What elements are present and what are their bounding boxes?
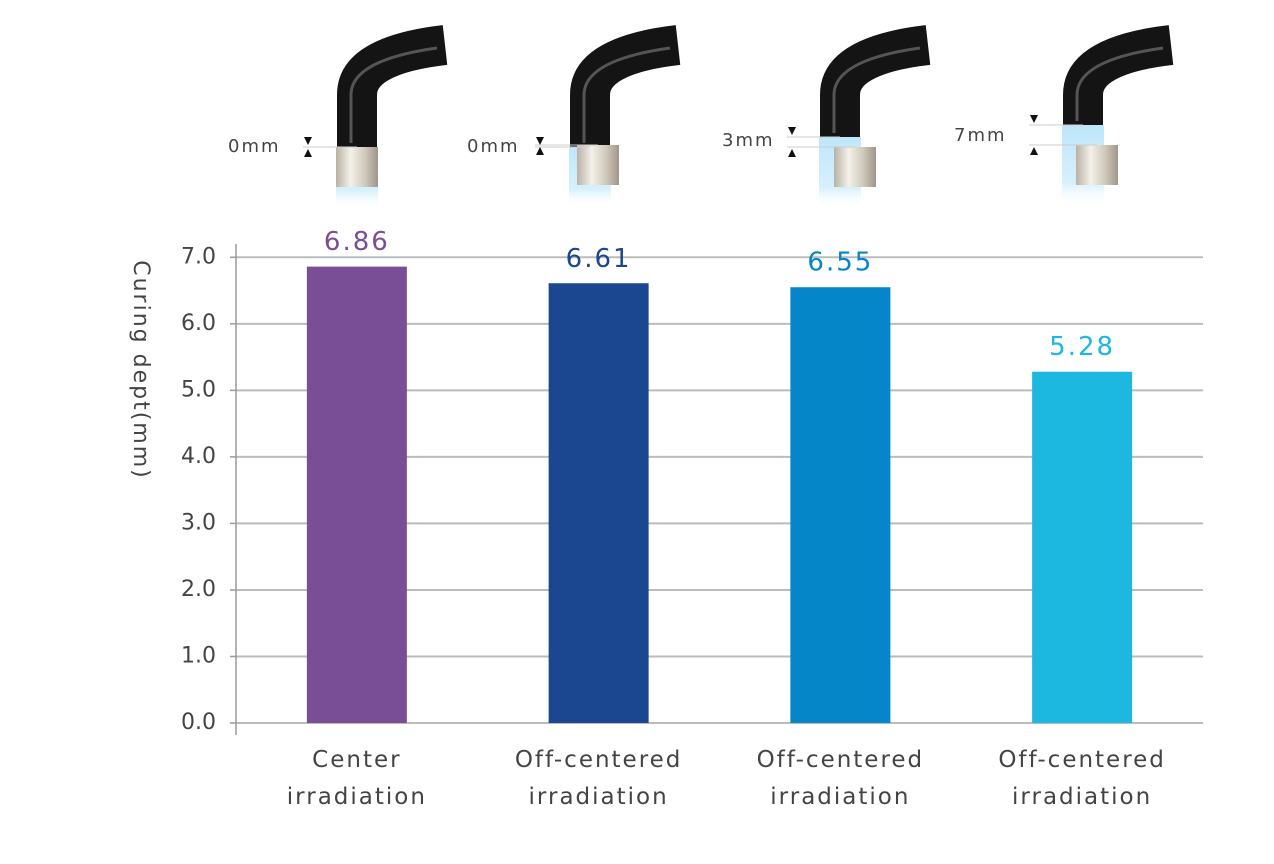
y-axis-label: Curing dept(mm): [128, 260, 153, 479]
y-tick-label: 4.0: [181, 444, 216, 469]
arrow: [304, 149, 312, 157]
light-guide: [337, 25, 448, 147]
light-guide: [820, 25, 931, 137]
light-guide: [570, 25, 681, 147]
x-tick-label: Off-centered irradiation: [514, 747, 683, 810]
tip-illustration: 0mm: [228, 25, 448, 209]
bar: [1032, 371, 1133, 723]
y-tick-label: 0.0: [181, 710, 216, 735]
y-tick-label: 6.0: [181, 311, 216, 336]
bar: [306, 266, 407, 723]
tip-illustration: 7mm: [954, 25, 1174, 207]
value-label: 6.55: [807, 248, 873, 278]
light-guide-shine: [1075, 46, 1164, 121]
light-guide-shine: [582, 46, 671, 143]
arrow: [536, 137, 544, 145]
tip-illustration: 0mm: [467, 25, 681, 207]
metal-tip: [577, 145, 619, 185]
arrow: [788, 149, 796, 157]
y-tick-label: 2.0: [181, 577, 216, 602]
metal-tip: [1076, 145, 1118, 185]
light-guide-shine: [832, 46, 921, 133]
value-label: 6.61: [566, 244, 632, 274]
metal-tip: [336, 147, 378, 187]
arrow: [788, 127, 796, 135]
y-tick-label: 3.0: [181, 510, 216, 535]
tip-illustration: 3mm: [722, 25, 931, 209]
value-label: 5.28: [1049, 332, 1115, 362]
light-guide-shine: [349, 46, 438, 143]
arrow: [1030, 147, 1038, 155]
metal-tip: [834, 147, 876, 187]
distance-label: 0mm: [228, 136, 281, 157]
bar: [790, 287, 891, 723]
distance-label: 3mm: [722, 130, 775, 151]
value-label: 6.86: [324, 227, 390, 257]
light-guide: [1063, 25, 1174, 125]
x-tick-label: Off-centered irradiation: [756, 747, 925, 810]
y-tick-label: 7.0: [181, 244, 216, 269]
y-tick-label: 5.0: [181, 377, 216, 402]
arrow: [1030, 115, 1038, 123]
arrow: [536, 147, 544, 155]
y-tick-label: 1.0: [181, 643, 216, 668]
distance-label: 0mm: [467, 136, 520, 157]
x-tick-label: Off-centered irradiation: [998, 747, 1166, 810]
x-tick-label: Center irradiation: [286, 747, 427, 810]
distance-label: 7mm: [954, 125, 1007, 146]
arrow: [304, 137, 312, 145]
bar: [548, 283, 649, 723]
